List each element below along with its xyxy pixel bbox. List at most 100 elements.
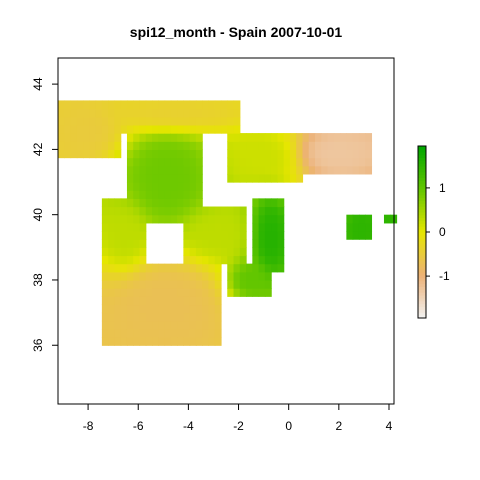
heatmap-cell <box>145 271 153 281</box>
heatmap-cell <box>120 239 128 248</box>
legend-swatch <box>418 297 426 302</box>
heatmap-cell <box>101 149 109 159</box>
heatmap-cell <box>164 271 172 281</box>
heatmap-cell <box>101 288 109 297</box>
heatmap-cell <box>214 263 222 273</box>
heatmap-cell <box>183 157 191 167</box>
heatmap-cell <box>271 198 278 208</box>
heatmap-cell <box>321 133 329 142</box>
heatmap-cell <box>277 231 285 240</box>
legend-swatch <box>418 214 426 219</box>
heatmap-cell <box>89 100 97 110</box>
heatmap-cell <box>208 271 216 281</box>
heatmap-cell <box>152 182 159 191</box>
heatmap-cell <box>158 328 166 338</box>
heatmap-cell <box>239 157 247 167</box>
heatmap-cell <box>126 100 134 110</box>
heatmap-cell <box>133 108 141 118</box>
heatmap-cell <box>108 100 116 110</box>
heatmap-cell <box>120 222 128 232</box>
heatmap-cell <box>220 108 228 118</box>
heatmap-cell <box>58 149 65 159</box>
heatmap-cell <box>227 288 235 297</box>
heatmap-cell <box>145 263 153 273</box>
heatmap-cell <box>239 141 247 150</box>
legend-swatch <box>418 315 426 319</box>
heatmap-cell <box>126 173 134 183</box>
heatmap-cell <box>158 124 166 134</box>
heatmap-cell <box>227 231 235 240</box>
heatmap-cell <box>158 320 166 330</box>
heatmap-cell <box>296 157 304 167</box>
heatmap-cell <box>133 255 141 265</box>
heatmap-cell <box>133 133 141 142</box>
heatmap-cell <box>239 247 247 257</box>
heatmap-cell <box>202 337 210 346</box>
heatmap-cell <box>302 165 310 175</box>
heatmap-cell <box>152 190 159 199</box>
heatmap-cell <box>346 149 354 159</box>
heatmap-cell <box>340 165 347 175</box>
heatmap-cell <box>264 173 272 183</box>
heatmap-cell <box>139 304 147 314</box>
heatmap-cell <box>189 239 197 248</box>
heatmap-cell <box>214 255 222 265</box>
heatmap-cell <box>139 141 147 150</box>
heatmap-cell <box>227 214 235 224</box>
heatmap-cell <box>158 206 166 216</box>
heatmap-cell <box>315 165 322 175</box>
heatmap-cell <box>227 239 235 248</box>
heatmap-cell <box>177 263 184 273</box>
heatmap-cell <box>170 124 178 134</box>
heatmap-cell <box>246 149 253 159</box>
heatmap-cell <box>139 337 147 346</box>
heatmap-cell <box>202 312 210 322</box>
heatmap-cell <box>183 149 191 159</box>
heatmap-cell <box>158 279 166 289</box>
heatmap-cell <box>258 157 266 167</box>
legend-swatch <box>418 206 426 210</box>
heatmap-cell <box>277 263 285 273</box>
heatmap-cell <box>170 288 178 297</box>
heatmap-cell <box>64 100 72 110</box>
heatmap-cell <box>64 116 72 126</box>
heatmap-cell <box>195 231 203 240</box>
heatmap-cell <box>114 255 122 265</box>
heatmap-cell <box>195 279 203 289</box>
legend-swatch <box>418 197 426 201</box>
heatmap-cell <box>164 288 172 297</box>
heatmap-cell <box>202 328 210 338</box>
heatmap-cell <box>183 296 191 306</box>
heatmap-cell <box>302 133 310 142</box>
heatmap-cell <box>101 206 109 216</box>
heatmap-cell <box>158 288 166 297</box>
legend-swatch <box>418 237 426 242</box>
heatmap-cell <box>195 173 203 183</box>
heatmap-cell <box>177 198 184 208</box>
heatmap-cell <box>227 173 235 183</box>
heatmap-cell <box>101 247 109 257</box>
y-tick-label: 42 <box>31 142 45 156</box>
legend-swatch <box>418 203 426 207</box>
heatmap-cell <box>252 173 260 183</box>
heatmap-cell <box>114 231 122 240</box>
heatmap-cell <box>214 100 222 110</box>
heatmap-cell <box>114 247 122 257</box>
heatmap-cell <box>340 149 347 159</box>
heatmap-cell <box>195 239 203 248</box>
heatmap-cell <box>158 271 166 281</box>
heatmap-cell <box>170 190 178 199</box>
heatmap-cell <box>70 124 78 134</box>
heatmap-cell <box>358 231 366 240</box>
heatmap-cell <box>277 133 285 142</box>
heatmap-cell <box>271 231 278 240</box>
heatmap-cell <box>189 312 197 322</box>
legend-swatch <box>418 177 426 181</box>
heatmap-cell <box>258 255 266 265</box>
heatmap-cell <box>214 328 222 338</box>
heatmap-cell <box>227 108 235 118</box>
plot-frame <box>57 57 395 405</box>
heatmap-cell <box>277 255 285 265</box>
heatmap-cell <box>346 222 354 232</box>
heatmap-cell <box>76 108 84 118</box>
